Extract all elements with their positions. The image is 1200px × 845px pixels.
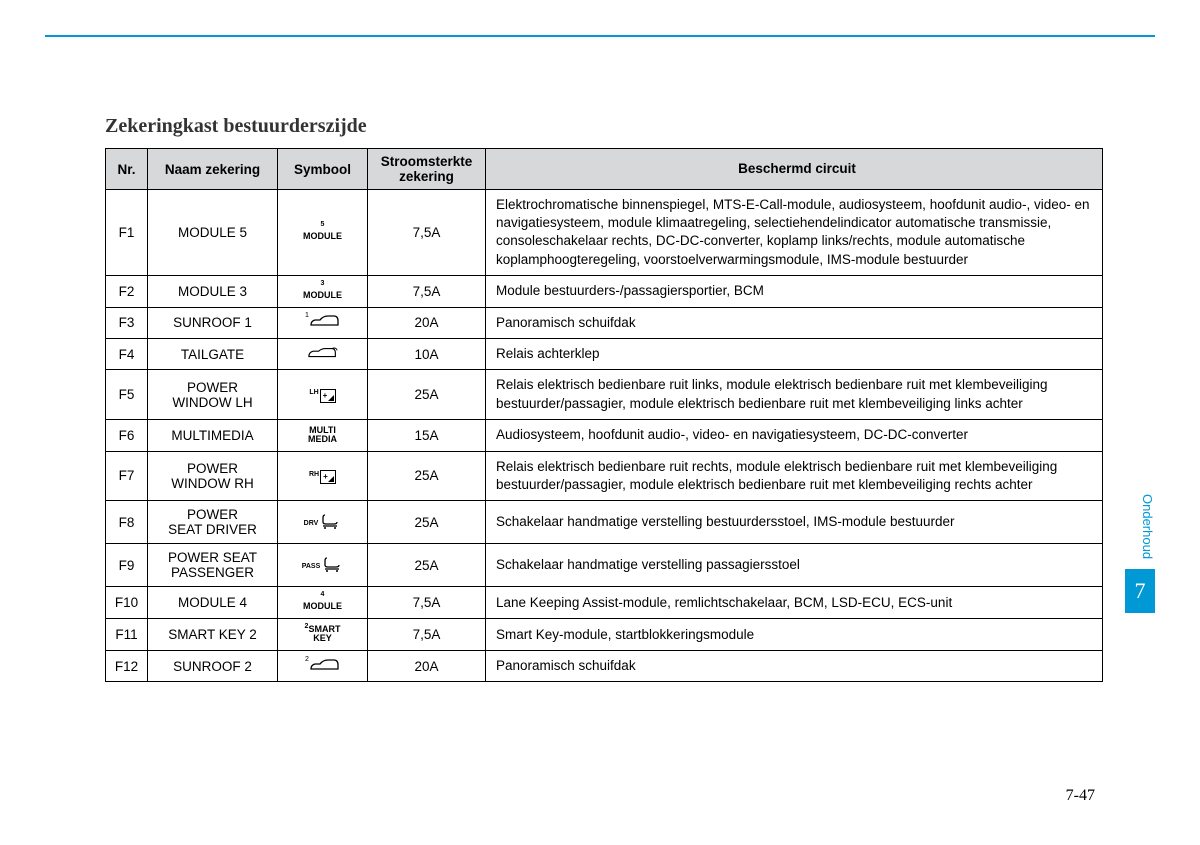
cell-desc: Relais elektrisch bedienbare ruit rechts…: [486, 451, 1103, 500]
cell-amp: 20A: [368, 651, 486, 682]
cell-desc: Relais elektrisch bedienbare ruit links,…: [486, 370, 1103, 419]
table-row: F6MULTIMEDIAMULTIMEDIA15AAudiosysteem, h…: [106, 419, 1103, 451]
cell-symbol: 3MODULE: [278, 275, 368, 307]
table-row: F3SUNROOF 1120APanoramisch schuifdak: [106, 307, 1103, 338]
table-row: F12SUNROOF 2220APanoramisch schuifdak: [106, 651, 1103, 682]
table-row: F7POWERWINDOW RHRH+25ARelais elektrisch …: [106, 451, 1103, 500]
col-name: Naam zekering: [148, 149, 278, 190]
cell-symbol: [278, 339, 368, 370]
cell-symbol: 2SMARTKEY: [278, 619, 368, 651]
cell-symbol: LH+: [278, 370, 368, 419]
page-content: Zekeringkast bestuurderszijde Nr. Naam z…: [105, 115, 1103, 682]
col-amp: Stroomsterkte zekering: [368, 149, 486, 190]
cell-nr: F5: [106, 370, 148, 419]
cell-desc: Module bestuurders-/passagiersportier, B…: [486, 275, 1103, 307]
cell-amp: 25A: [368, 544, 486, 587]
cell-nr: F4: [106, 339, 148, 370]
fuse-table: Nr. Naam zekering Symbool Stroomsterkte …: [105, 148, 1103, 682]
table-row: F11SMART KEY 22SMARTKEY7,5ASmart Key-mod…: [106, 619, 1103, 651]
table-row: F1MODULE 55MODULE7,5AElektrochromatische…: [106, 190, 1103, 276]
cell-desc: Audiosysteem, hoofdunit audio-, video- e…: [486, 419, 1103, 451]
cell-desc: Lane Keeping Assist-module, remlichtscha…: [486, 587, 1103, 619]
col-desc: Beschermd circuit: [486, 149, 1103, 190]
cell-amp: 7,5A: [368, 275, 486, 307]
table-row: F10MODULE 44MODULE7,5ALane Keeping Assis…: [106, 587, 1103, 619]
cell-desc: Relais achterklep: [486, 339, 1103, 370]
cell-desc: Panoramisch schuifdak: [486, 307, 1103, 338]
cell-name: POWERWINDOW LH: [148, 370, 278, 419]
table-row: F5POWERWINDOW LHLH+25ARelais elektrisch …: [106, 370, 1103, 419]
cell-name: MULTIMEDIA: [148, 419, 278, 451]
table-header-row: Nr. Naam zekering Symbool Stroomsterkte …: [106, 149, 1103, 190]
side-section-number: 7: [1125, 569, 1155, 613]
cell-nr: F1: [106, 190, 148, 276]
col-sym: Symbool: [278, 149, 368, 190]
table-row: F2MODULE 33MODULE7,5AModule bestuurders-…: [106, 275, 1103, 307]
cell-desc: Elektrochromatische binnenspiegel, MTS-E…: [486, 190, 1103, 276]
cell-symbol: 5MODULE: [278, 190, 368, 276]
cell-amp: 10A: [368, 339, 486, 370]
cell-amp: 7,5A: [368, 587, 486, 619]
cell-symbol: RH+: [278, 451, 368, 500]
cell-name: MODULE 5: [148, 190, 278, 276]
cell-nr: F6: [106, 419, 148, 451]
cell-name: MODULE 4: [148, 587, 278, 619]
cell-amp: 25A: [368, 451, 486, 500]
cell-desc: Panoramisch schuifdak: [486, 651, 1103, 682]
cell-nr: F11: [106, 619, 148, 651]
cell-name: MODULE 3: [148, 275, 278, 307]
cell-symbol: 2: [278, 651, 368, 682]
side-tab: Onderhoud 7: [1125, 490, 1155, 613]
cell-nr: F12: [106, 651, 148, 682]
cell-name: SMART KEY 2: [148, 619, 278, 651]
cell-name: POWER SEATPASSENGER: [148, 544, 278, 587]
cell-symbol: 4MODULE: [278, 587, 368, 619]
page-title: Zekeringkast bestuurderszijde: [105, 115, 1103, 138]
cell-desc: Schakelaar handmatige verstelling passag…: [486, 544, 1103, 587]
cell-amp: 15A: [368, 419, 486, 451]
cell-name: SUNROOF 1: [148, 307, 278, 338]
cell-nr: F8: [106, 501, 148, 544]
cell-amp: 20A: [368, 307, 486, 338]
cell-symbol: DRV: [278, 501, 368, 544]
cell-nr: F10: [106, 587, 148, 619]
cell-name: POWERSEAT DRIVER: [148, 501, 278, 544]
cell-nr: F3: [106, 307, 148, 338]
cell-symbol: MULTIMEDIA: [278, 419, 368, 451]
side-section-label: Onderhoud: [1125, 490, 1155, 569]
cell-desc: Smart Key-module, startblokkeringsmodule: [486, 619, 1103, 651]
cell-nr: F9: [106, 544, 148, 587]
cell-symbol: PASS: [278, 544, 368, 587]
cell-amp: 25A: [368, 501, 486, 544]
cell-amp: 7,5A: [368, 619, 486, 651]
cell-name: SUNROOF 2: [148, 651, 278, 682]
table-row: F9POWER SEATPASSENGERPASS25ASchakelaar h…: [106, 544, 1103, 587]
cell-name: TAILGATE: [148, 339, 278, 370]
cell-nr: F7: [106, 451, 148, 500]
table-row: F4TAILGATE 10ARelais achterklep: [106, 339, 1103, 370]
cell-nr: F2: [106, 275, 148, 307]
top-divider: [45, 35, 1155, 37]
cell-amp: 7,5A: [368, 190, 486, 276]
cell-name: POWERWINDOW RH: [148, 451, 278, 500]
page-number: 7-47: [1066, 787, 1095, 805]
table-row: F8POWERSEAT DRIVERDRV25ASchakelaar handm…: [106, 501, 1103, 544]
col-nr: Nr.: [106, 149, 148, 190]
cell-desc: Schakelaar handmatige verstelling bestuu…: [486, 501, 1103, 544]
cell-symbol: 1: [278, 307, 368, 338]
cell-amp: 25A: [368, 370, 486, 419]
